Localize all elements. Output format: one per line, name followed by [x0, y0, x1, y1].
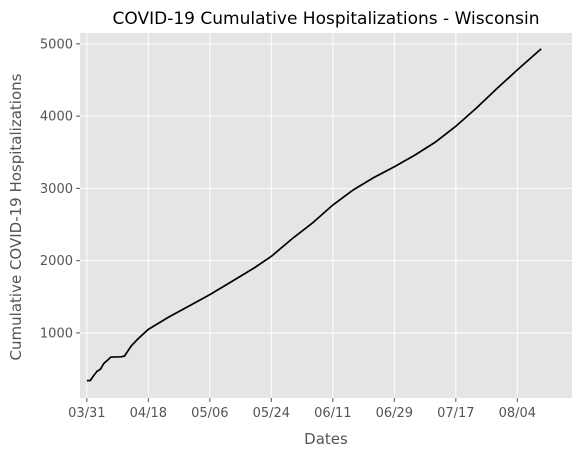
y-tick-label: 2000: [40, 254, 73, 269]
x-tick-label: 04/18: [130, 406, 167, 421]
y-tick-label: 3000: [40, 182, 73, 197]
x-tick-label: 06/29: [376, 406, 413, 421]
y-tick-label: 4000: [40, 110, 73, 125]
y-axis-label: Cumulative COVID-19 Hospitalizations: [7, 73, 25, 360]
x-tick-label: 05/06: [191, 406, 228, 421]
x-tick-label: 03/31: [68, 406, 105, 421]
x-tick-label: 07/17: [437, 406, 474, 421]
tick-labels: 03/31 04/18 05/06 05/24 06/11 06/29 07/17 08/04…: [40, 37, 536, 421]
plot-area: [80, 33, 572, 398]
x-tick-label: 05/24: [253, 406, 290, 421]
x-axis-label: Dates: [304, 430, 348, 448]
grid: [80, 33, 572, 398]
y-tick-label: 5000: [40, 37, 73, 52]
x-tick-label: 06/11: [314, 406, 351, 421]
y-tick-label: 1000: [40, 326, 73, 341]
chart-title: COVID-19 Cumulative Hospitalizations - W…: [113, 9, 540, 29]
x-tick-label: 08/04: [499, 406, 536, 421]
series-line-hospitalizations: [86, 48, 542, 382]
